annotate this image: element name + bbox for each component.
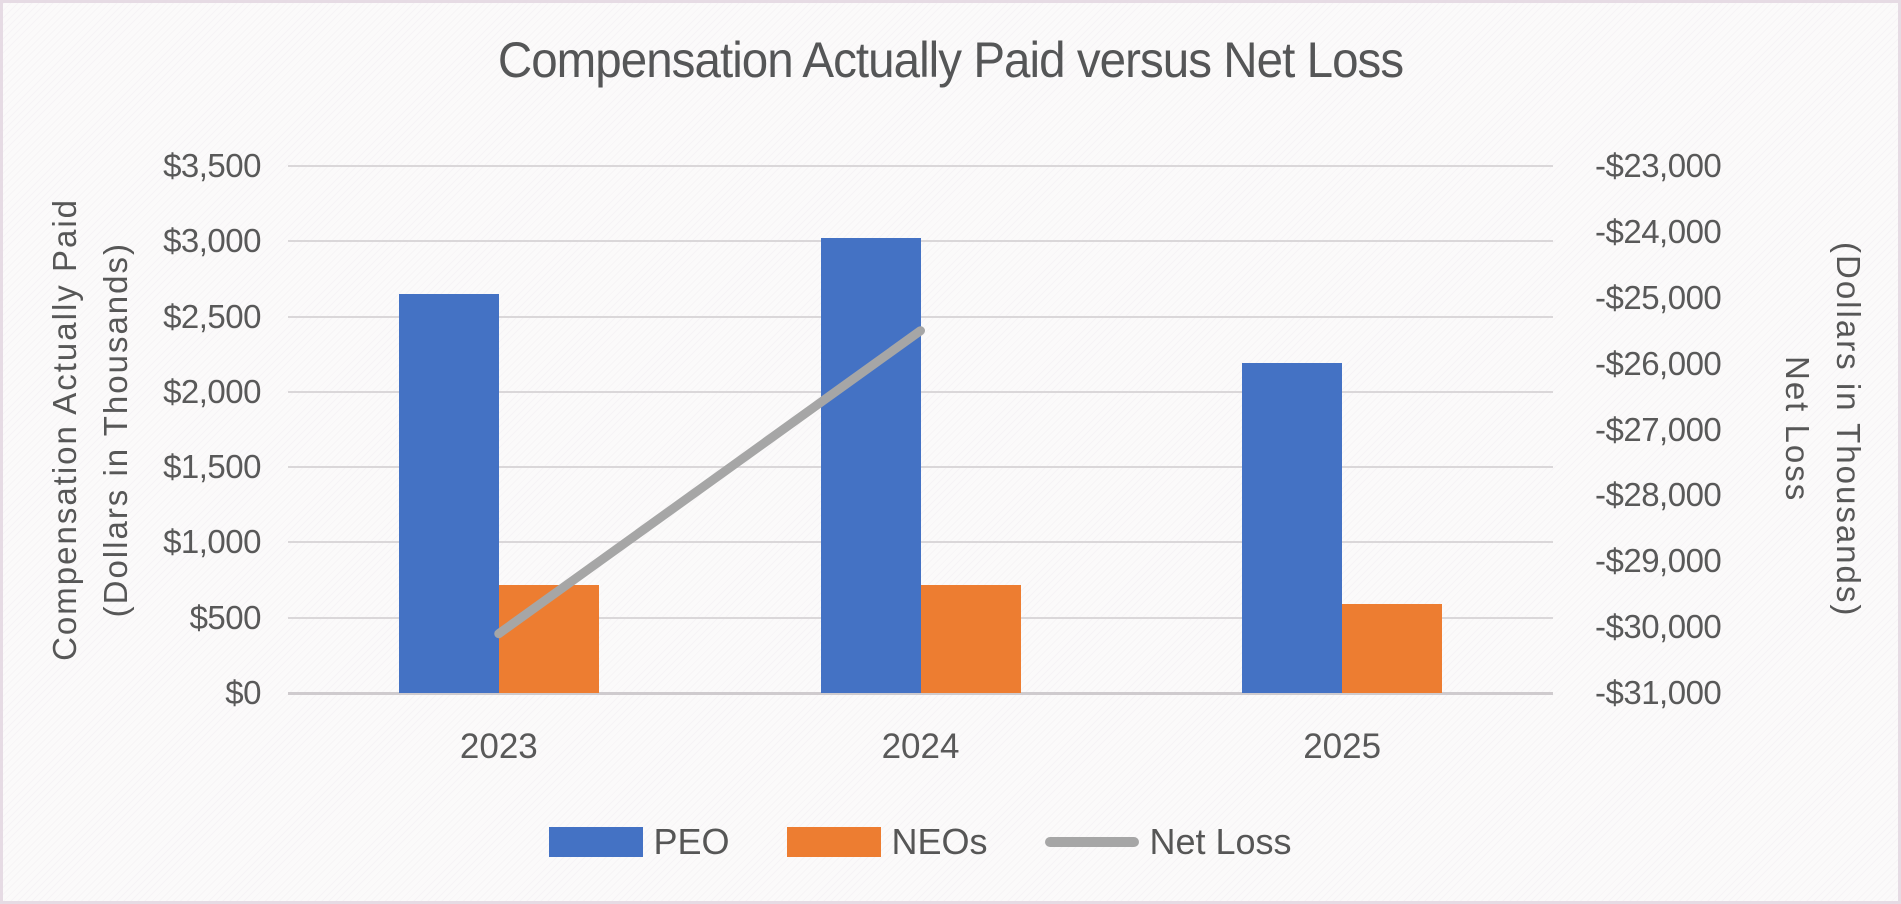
neos-bar-2024 [921,585,1021,693]
right-axis-title: Net Loss (Dollars in Thousands) [1748,166,1898,693]
right-axis-title-line2: (Dollars in Thousands) [1830,241,1868,618]
left-axis-tick-label: $3,500 [163,147,261,184]
left-axis-tick-label: $1,500 [163,448,261,486]
legend-item-peo: PEO [549,821,729,863]
right-axis-tick-label: -$27,000 [1595,410,1722,448]
right-axis-tick-label: -$31,000 [1595,674,1722,711]
plot-area [288,165,1553,695]
chart-title: Compensation Actually Paid versus Net Lo… [497,32,1404,88]
legend: PEO NEOs Net Loss [288,821,1553,863]
legend-label: Net Loss [1149,821,1292,862]
right-axis-tick-label: -$23,000 [1595,147,1722,184]
legend-swatch-net-loss-line-icon [1045,837,1140,847]
left-axis-tick-label: $0 [225,674,261,711]
peo-bar-2024 [821,238,921,693]
x-axis-label-2025: 2025 [1303,727,1382,766]
right-axis-tick-label: -$25,000 [1595,278,1722,316]
net-loss-line-layer [494,326,925,639]
legend-label: PEO [653,821,730,862]
left-axis-title-line1: Compensation Actually Paid [45,198,83,661]
peo-bar-2025 [1242,363,1342,693]
right-axis-tick-label: -$30,000 [1595,608,1722,646]
left-axis-tick-label: $500 [189,598,262,636]
gridline [288,165,1553,167]
left-axis-tick-label: $1,000 [163,523,261,561]
legend-item-neos: NEOs [787,821,987,863]
x-axis-label-2024: 2024 [881,727,960,766]
right-axis-title-line1: Net Loss [1779,356,1816,503]
left-axis-tick-label: $3,000 [163,222,261,260]
right-axis-tick-label: -$29,000 [1595,542,1722,580]
x-axis-zero-line [288,692,1553,695]
legend-swatch-peo-icon [549,827,644,857]
legend-item-net-loss: Net Loss [1045,821,1292,863]
right-axis-tick-label: -$28,000 [1595,476,1722,514]
right-axis-tick-label: -$26,000 [1595,344,1722,382]
legend-label: NEOs [891,821,988,862]
peo-bar-2023 [399,294,499,693]
left-axis-tick-label: $2,000 [163,372,261,410]
right-axis-tick-label: -$24,000 [1595,212,1722,250]
neos-bar-2025 [1342,604,1442,693]
left-axis-tick-label: $2,500 [163,297,261,335]
legend-swatch-neos-icon [787,827,882,857]
net-loss-line [494,326,925,639]
x-axis-label-2023: 2023 [459,727,538,766]
